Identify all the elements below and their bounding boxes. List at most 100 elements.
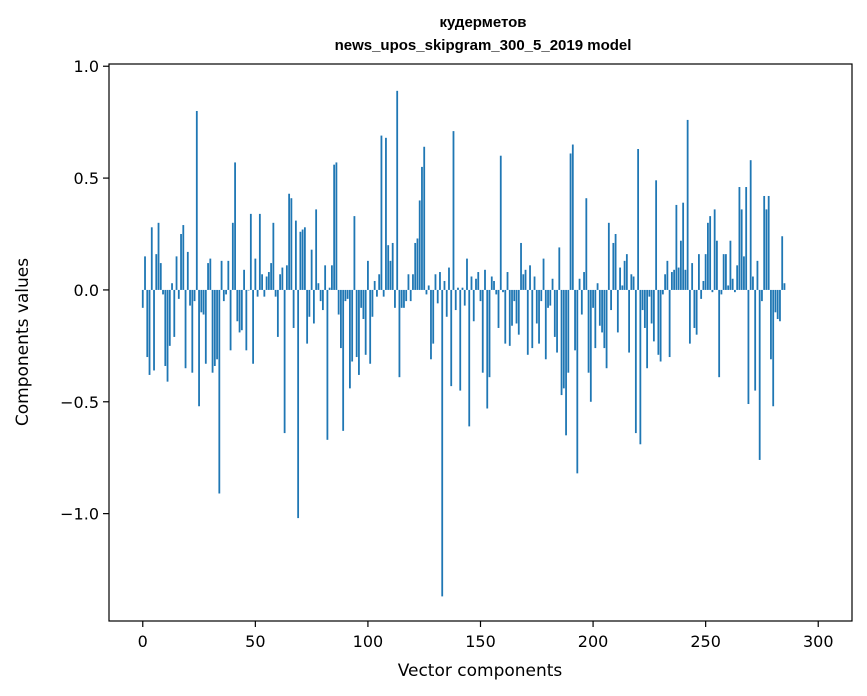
bar-component-93 (351, 289, 354, 362)
bar-component-197 (585, 198, 588, 290)
bar-component-216 (628, 289, 630, 353)
bar-component-2 (146, 289, 149, 358)
bar-component-43 (238, 289, 241, 333)
bar-component-104 (376, 289, 378, 297)
bar-component-51 (256, 289, 259, 297)
bar-component-265 (738, 187, 741, 290)
bar-component-274 (758, 289, 761, 460)
bar-component-109 (387, 245, 390, 290)
bar-component-189 (567, 289, 570, 373)
bar-component-136 (448, 267, 450, 290)
bar-component-280 (772, 289, 775, 407)
bar-component-57 (270, 263, 273, 290)
bar-component-187 (562, 289, 565, 389)
bar-component-226 (650, 289, 653, 324)
bar-component-138 (452, 131, 455, 290)
bar-component-209 (612, 242, 615, 290)
bar-component-203 (598, 289, 601, 326)
bar-component-240 (682, 202, 685, 290)
bar-component-155 (490, 276, 493, 290)
bar-component-86 (335, 162, 338, 290)
bar-component-158 (497, 289, 500, 328)
bar-component-235 (670, 272, 673, 290)
bar-component-219 (634, 289, 637, 434)
bar-component-156 (493, 280, 495, 290)
bar-component-75 (310, 249, 313, 290)
bar-component-83 (328, 287, 331, 290)
bar-component-106 (380, 135, 383, 290)
bar-component-77 (315, 209, 318, 290)
bar-component-29 (207, 263, 209, 290)
bar-component-95 (355, 289, 358, 358)
bar-component-63 (283, 289, 286, 434)
bar-component-108 (385, 137, 387, 290)
x-tick-label-0: 0 (138, 632, 148, 651)
bar-component-228 (655, 180, 658, 290)
bar-component-69 (297, 289, 300, 519)
bar-component-31 (211, 289, 214, 373)
bar-component-103 (373, 280, 376, 290)
x-tick-label-250: 250 (690, 632, 721, 651)
bar-component-227 (652, 289, 655, 342)
bar-component-204 (601, 289, 603, 333)
bar-component-263 (734, 289, 736, 293)
bar-component-74 (308, 289, 311, 317)
bar-component-24 (195, 110, 198, 290)
bar-component-262 (731, 278, 734, 290)
bar-component-110 (389, 260, 392, 290)
bar-component-249 (702, 280, 705, 290)
bar-component-282 (776, 289, 779, 320)
bar-component-273 (756, 260, 759, 290)
bar-component-236 (673, 269, 676, 290)
bar-component-148 (475, 278, 477, 290)
x-tick-label-100: 100 (353, 632, 384, 651)
bar-component-47 (247, 289, 250, 291)
bar-component-269 (747, 289, 750, 405)
bar-component-64 (285, 265, 288, 290)
bar-component-61 (279, 274, 282, 290)
bar-component-163 (508, 289, 511, 346)
bar-component-129 (432, 289, 435, 344)
bar-component-120 (412, 274, 414, 290)
bar-component-89 (342, 289, 345, 431)
bar-component-221 (639, 289, 642, 445)
bar-component-257 (720, 289, 723, 295)
bar-component-65 (288, 193, 291, 290)
bar-component-153 (486, 289, 489, 409)
bar-component-42 (236, 289, 239, 322)
bar-component-212 (619, 267, 621, 290)
bar-component-134 (443, 280, 446, 290)
bar-component-92 (349, 289, 351, 389)
bar-component-231 (661, 289, 664, 295)
bar-component-188 (565, 289, 567, 436)
bar-component-166 (515, 289, 518, 324)
bar-component-6 (155, 254, 158, 290)
bar-component-22 (191, 289, 194, 373)
bar-component-157 (495, 289, 498, 295)
chart-subtitle: news_upos_skipgram_300_5_2019 model (335, 37, 632, 54)
bar-component-139 (454, 289, 457, 311)
bar-component-79 (319, 289, 322, 302)
bar-component-150 (479, 289, 482, 302)
bar-component-276 (763, 195, 766, 290)
bar-component-245 (693, 289, 696, 328)
x-tick-label-300: 300 (803, 632, 834, 651)
bar-component-123 (418, 200, 421, 290)
chart-title: кудерметов (439, 14, 526, 31)
bar-component-9 (162, 289, 164, 295)
bar-component-167 (517, 289, 520, 335)
bar-component-233 (666, 260, 669, 290)
bar-component-284 (781, 236, 784, 290)
bar-component-271 (752, 276, 754, 290)
x-axis-ticks: 0 50 100 150 200 250 300 (138, 621, 834, 651)
bar-component-33 (216, 289, 218, 360)
bar-component-275 (761, 289, 763, 302)
bar-component-55 (265, 276, 268, 290)
bar-component-62 (281, 267, 284, 290)
bar-component-154 (488, 289, 491, 378)
bar-component-195 (580, 289, 583, 315)
y-tick-label-0.5: 0.5 (74, 169, 99, 188)
bar-component-101 (369, 289, 372, 364)
bar-component-241 (684, 269, 687, 290)
bar-component-38 (227, 260, 230, 290)
